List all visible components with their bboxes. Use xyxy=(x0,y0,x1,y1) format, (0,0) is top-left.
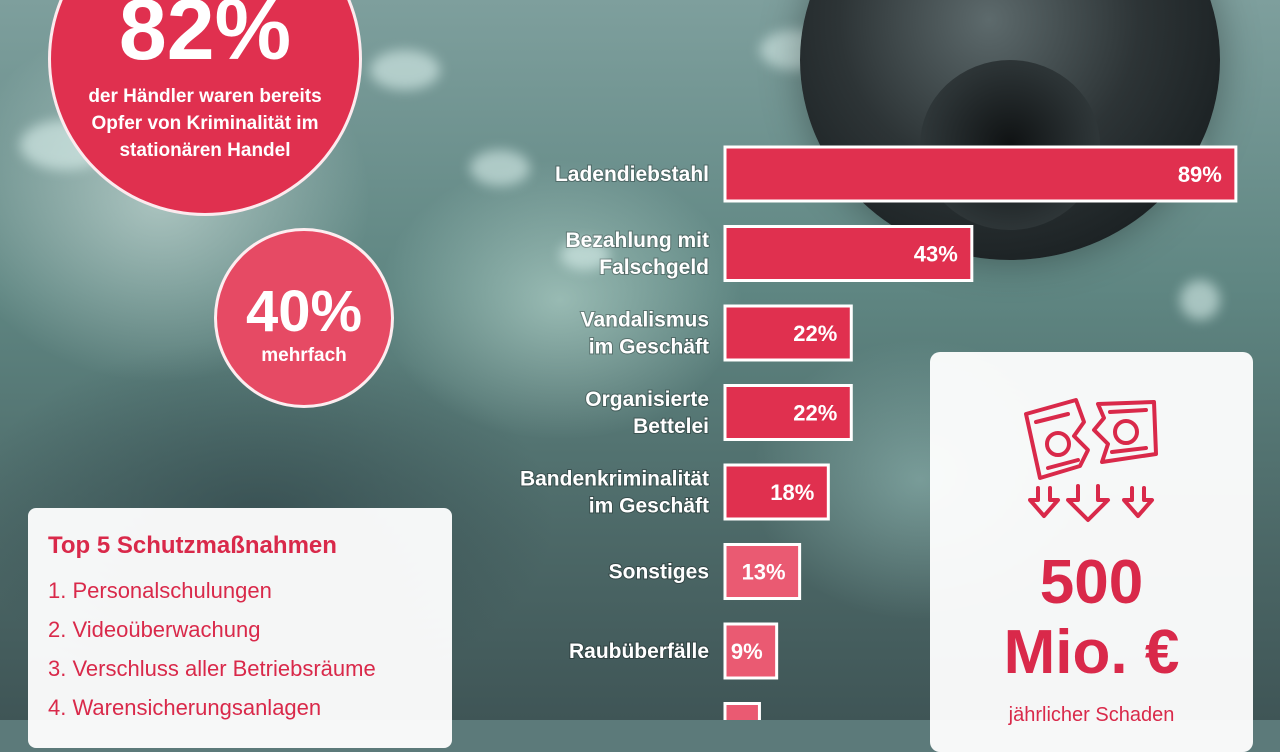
stat-main-text-line: stationären Handel xyxy=(119,140,291,161)
stat-main-text-line: der Händler waren bereits xyxy=(88,86,322,107)
broken-money-icon xyxy=(1024,398,1158,522)
category-label: Falschgeld xyxy=(599,256,709,279)
stat-main-text-line: Opfer von Kriminalität im xyxy=(91,113,319,134)
bar xyxy=(723,702,761,720)
measures-title: Top 5 Schutzmaßnahmen xyxy=(48,532,337,559)
stat-main-value: 82% xyxy=(118,0,292,78)
measure-item: 1. Personalschulungen xyxy=(48,578,272,603)
bar xyxy=(723,384,853,441)
bar-value-label: 18% xyxy=(770,480,814,505)
category-label: Bandenkriminalität xyxy=(520,468,709,491)
damage-text: jährlicher Schaden xyxy=(1008,704,1175,726)
category-label: im Geschäft xyxy=(589,495,709,518)
bar-value-label: 89% xyxy=(1178,162,1222,187)
stat-secondary-circle: 40% mehrfach xyxy=(214,228,394,408)
bar-value-label: 13% xyxy=(742,560,786,585)
damage-panel: 500 Mio. € jährlicher Schaden xyxy=(930,352,1253,752)
category-label: Vandalismus xyxy=(581,309,709,332)
measure-item: 4. Warensicherungsanlagen xyxy=(48,695,322,720)
stat-secondary-value: 40% xyxy=(245,279,363,344)
category-label: Bezahlung mit xyxy=(565,229,709,252)
category-label: Ladendiebstahl xyxy=(555,163,709,186)
bar-value-label: 22% xyxy=(793,321,837,346)
measure-item: 3. Verschluss aller Betriebsräume xyxy=(48,656,376,681)
category-label: Organisierte xyxy=(585,388,709,411)
damage-value-line: Mio. € xyxy=(1003,618,1180,687)
bar xyxy=(723,543,802,600)
damage-value-line: 500 xyxy=(1039,548,1144,617)
category-label: Raubüberfälle xyxy=(569,640,709,663)
stat-main-text: der Händler waren bereits Opfer von Krim… xyxy=(69,83,341,164)
measure-item: 2. Videoüberwachung xyxy=(48,617,261,642)
bar xyxy=(723,622,779,680)
damage-value: 500 Mio. € xyxy=(930,548,1253,688)
category-label: Bettelei xyxy=(633,415,709,438)
measures-list: 1. Personalschulungen 2. Videoüberwachun… xyxy=(48,578,376,734)
bar-value-label: 43% xyxy=(914,242,958,267)
bar-value-label: 22% xyxy=(793,401,837,426)
measures-panel: Top 5 Schutzmaßnahmen 1. Personalschulun… xyxy=(28,508,452,748)
category-label: im Geschäft xyxy=(589,336,709,359)
crime-bar-chart: 89% Ladendiebstahl 43% Bezahlung mit Falschg… xyxy=(519,145,1238,720)
bar-value-label: 9% xyxy=(731,639,763,664)
bar xyxy=(723,304,853,362)
bar xyxy=(723,225,974,282)
bar xyxy=(723,145,1238,203)
bar xyxy=(723,463,830,521)
stat-secondary-text: mehrfach xyxy=(261,345,347,366)
category-label: Sonstiges xyxy=(609,561,709,584)
